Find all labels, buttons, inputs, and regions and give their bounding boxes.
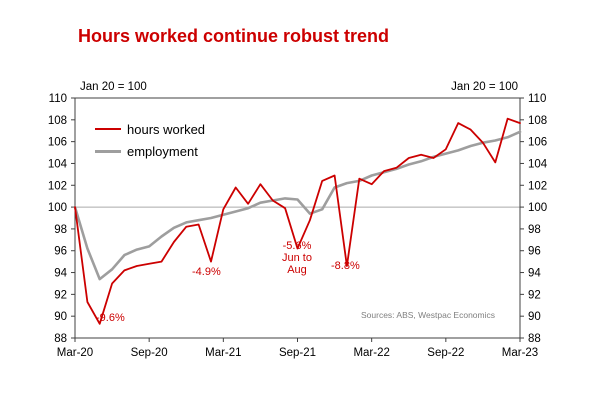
y-axis-label-left: 88 bbox=[54, 333, 67, 345]
y-axis-label-left: 100 bbox=[48, 202, 67, 214]
y-axis-label-right: 98 bbox=[528, 224, 541, 236]
y-axis-label-left: 104 bbox=[48, 158, 68, 170]
y-axis-label-left: 106 bbox=[48, 137, 67, 149]
y-axis-label-left: 90 bbox=[54, 311, 67, 323]
x-axis-label: Sep-20 bbox=[131, 347, 168, 359]
legend-label: hours worked bbox=[127, 121, 206, 137]
hours-worked-line-swatch bbox=[95, 128, 121, 130]
chart-title: Hours worked continue robust trend bbox=[78, 26, 390, 46]
y-axis-label-right: 104 bbox=[528, 158, 548, 170]
source-note: Sources: ABS, Westpac Economics bbox=[360, 310, 495, 320]
legend-label: employment bbox=[127, 143, 198, 159]
hours-worked-line bbox=[74, 117, 521, 325]
x-axis-label: Mar-20 bbox=[57, 347, 93, 359]
y-axis-label-right: 92 bbox=[528, 289, 541, 301]
y-axis-label-left: 110 bbox=[49, 93, 67, 105]
y-axis-label-right: 106 bbox=[528, 137, 547, 149]
y-axis-label-right: 88 bbox=[528, 333, 541, 345]
x-axis-label: Sep-22 bbox=[427, 347, 464, 359]
annotation-drop-9-6: -9.6% bbox=[96, 312, 125, 324]
chart-legend: hours worked employment bbox=[95, 118, 205, 162]
y-axis-label-right: 100 bbox=[528, 202, 547, 214]
y-axis-label-left: 102 bbox=[48, 180, 67, 192]
y-axis-label-right: 108 bbox=[528, 115, 547, 127]
x-axis-label: Mar-22 bbox=[353, 347, 389, 359]
employment-line bbox=[73, 130, 522, 281]
legend-item-employment: employment bbox=[95, 140, 205, 162]
x-axis-label: Mar-21 bbox=[205, 347, 241, 359]
y-axis-label-right: 102 bbox=[528, 180, 547, 192]
y-axis-label-left: 94 bbox=[54, 268, 67, 280]
legend-item-hours-worked: hours worked bbox=[95, 118, 205, 140]
y-axis-label-left: 92 bbox=[54, 289, 67, 301]
y-axis-label-left: 98 bbox=[54, 224, 67, 236]
y-axis-label-right: 90 bbox=[528, 311, 541, 323]
y-axis-label-right: 110 bbox=[528, 93, 546, 105]
y-axis-label-left: 96 bbox=[54, 246, 67, 258]
employment-line-swatch bbox=[95, 149, 121, 153]
index-note-right: Jan 20 = 100 bbox=[451, 81, 518, 93]
y-axis-label-right: 94 bbox=[528, 268, 541, 280]
index-note-left: Jan 20 = 100 bbox=[80, 81, 147, 93]
y-axis-label-left: 108 bbox=[48, 115, 67, 127]
annotation-drop-8-8: -8.8% bbox=[331, 260, 360, 272]
annotation-drop-5-6: -5.6% Jun to Aug bbox=[282, 240, 312, 276]
x-axis-label: Mar-23 bbox=[502, 347, 538, 359]
y-axis-label-right: 96 bbox=[528, 246, 541, 258]
x-axis-label: Sep-21 bbox=[279, 347, 316, 359]
annotation-drop-4-9: -4.9% bbox=[192, 266, 221, 278]
